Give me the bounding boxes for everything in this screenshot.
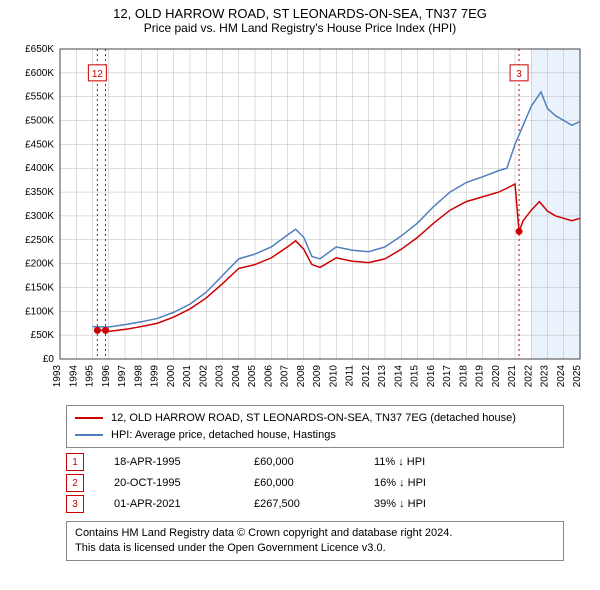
svg-text:£450K: £450K	[25, 139, 54, 150]
svg-text:1997: 1997	[117, 365, 128, 388]
svg-text:2000: 2000	[166, 365, 177, 388]
svg-text:£200K: £200K	[25, 259, 54, 270]
svg-text:£100K: £100K	[25, 306, 54, 317]
transactions-table: 1 18-APR-1995 £60,000 11% ↓ HPI 2 20-OCT-1995…	[66, 452, 564, 515]
transaction-date: 20-OCT-1995	[114, 473, 224, 494]
svg-text:£250K: £250K	[25, 235, 54, 246]
transaction-date: 18-APR-1995	[114, 452, 224, 473]
svg-text:2018: 2018	[458, 365, 469, 388]
transaction-price: £60,000	[254, 452, 344, 473]
svg-text:£550K: £550K	[25, 92, 54, 103]
svg-text:2001: 2001	[182, 365, 193, 388]
svg-text:£500K: £500K	[25, 116, 54, 127]
svg-text:2010: 2010	[328, 365, 339, 388]
transaction-price: £267,500	[254, 494, 344, 515]
svg-text:2012: 2012	[361, 365, 372, 388]
transaction-badge: 2	[66, 474, 84, 492]
svg-text:2009: 2009	[312, 365, 323, 388]
legend: 12, OLD HARROW ROAD, ST LEONARDS-ON-SEA,…	[66, 405, 564, 448]
legend-label: 12, OLD HARROW ROAD, ST LEONARDS-ON-SEA,…	[111, 410, 516, 427]
legend-item: 12, OLD HARROW ROAD, ST LEONARDS-ON-SEA,…	[75, 410, 555, 427]
transaction-price: £60,000	[254, 473, 344, 494]
svg-text:£600K: £600K	[25, 68, 54, 79]
svg-text:£300K: £300K	[25, 211, 54, 222]
svg-text:12: 12	[92, 69, 104, 80]
chart-subtitle: Price paid vs. HM Land Registry's House …	[6, 21, 594, 35]
attribution-line1: Contains HM Land Registry data © Crown c…	[75, 526, 555, 541]
legend-swatch	[75, 417, 103, 419]
svg-text:2004: 2004	[231, 365, 242, 388]
svg-text:2003: 2003	[215, 365, 226, 388]
svg-text:2017: 2017	[442, 365, 453, 388]
svg-text:2022: 2022	[523, 365, 534, 388]
transaction-date: 01-APR-2021	[114, 494, 224, 515]
svg-text:2023: 2023	[540, 365, 551, 388]
legend-item: HPI: Average price, detached house, Hast…	[75, 427, 555, 444]
svg-text:£350K: £350K	[25, 187, 54, 198]
legend-swatch	[75, 434, 103, 436]
transaction-badge: 3	[66, 495, 84, 513]
svg-text:2008: 2008	[296, 365, 307, 388]
svg-text:1994: 1994	[68, 365, 79, 388]
svg-text:1996: 1996	[101, 365, 112, 388]
svg-text:1998: 1998	[133, 365, 144, 388]
svg-text:2021: 2021	[507, 365, 518, 388]
chart-area: £0 £50K £100K £150K £200K £250K £300K £350K £400…	[6, 39, 594, 399]
svg-text:2006: 2006	[263, 365, 274, 388]
svg-text:2011: 2011	[345, 365, 356, 387]
svg-text:2020: 2020	[491, 365, 502, 388]
transaction-delta: 11% ↓ HPI	[374, 452, 425, 473]
attribution-line2: This data is licensed under the Open Gov…	[75, 541, 555, 556]
svg-text:1995: 1995	[85, 365, 96, 388]
svg-text:1999: 1999	[150, 365, 161, 388]
svg-text:2002: 2002	[198, 365, 209, 388]
svg-text:2005: 2005	[247, 365, 258, 388]
svg-text:£50K: £50K	[31, 330, 55, 341]
transaction-row: 1 18-APR-1995 £60,000 11% ↓ HPI	[66, 452, 564, 473]
attribution: Contains HM Land Registry data © Crown c…	[66, 521, 564, 562]
svg-text:2016: 2016	[426, 365, 437, 388]
chart-title: 12, OLD HARROW ROAD, ST LEONARDS-ON-SEA,…	[6, 6, 594, 21]
transaction-delta: 39% ↓ HPI	[374, 494, 426, 515]
svg-text:£650K: £650K	[25, 44, 54, 55]
svg-text:2019: 2019	[475, 365, 486, 388]
svg-text:2015: 2015	[410, 365, 421, 388]
transaction-badge: 1	[66, 453, 84, 471]
svg-text:2025: 2025	[572, 365, 583, 388]
legend-label: HPI: Average price, detached house, Hast…	[111, 427, 336, 444]
transaction-delta: 16% ↓ HPI	[374, 473, 426, 494]
svg-text:3: 3	[516, 69, 522, 80]
chart-svg: £0 £50K £100K £150K £200K £250K £300K £350K £400…	[6, 39, 594, 399]
transaction-row: 2 20-OCT-1995 £60,000 16% ↓ HPI	[66, 473, 564, 494]
transaction-row: 3 01-APR-2021 £267,500 39% ↓ HPI	[66, 494, 564, 515]
svg-text:£0: £0	[43, 354, 55, 365]
svg-text:2014: 2014	[393, 365, 404, 388]
svg-text:2024: 2024	[556, 365, 567, 388]
svg-text:2007: 2007	[280, 365, 291, 388]
svg-text:£150K: £150K	[25, 282, 54, 293]
svg-text:£400K: £400K	[25, 163, 54, 174]
svg-text:2013: 2013	[377, 365, 388, 388]
svg-text:1993: 1993	[52, 365, 63, 388]
